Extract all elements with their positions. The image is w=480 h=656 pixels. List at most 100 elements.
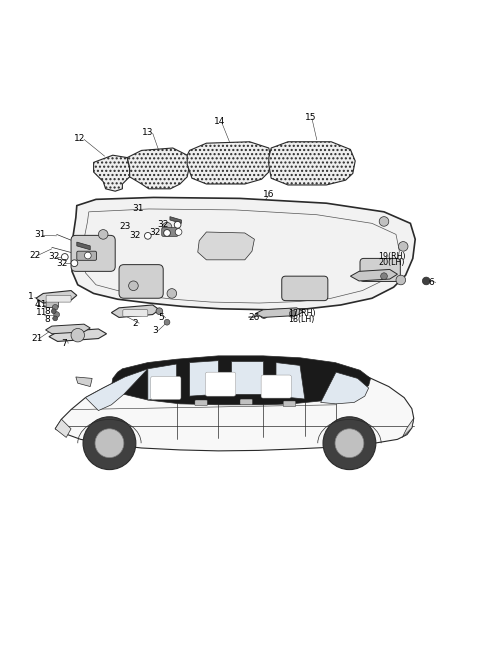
FancyBboxPatch shape [283, 401, 296, 407]
Text: 16: 16 [263, 190, 275, 199]
Text: 11: 11 [36, 300, 48, 310]
Text: 12: 12 [74, 134, 86, 143]
Text: 1: 1 [28, 293, 34, 301]
Text: 18(LH): 18(LH) [288, 315, 314, 324]
Polygon shape [49, 329, 107, 341]
Circle shape [289, 310, 296, 317]
Polygon shape [127, 148, 190, 189]
FancyBboxPatch shape [195, 400, 207, 406]
Circle shape [422, 277, 430, 285]
Circle shape [381, 273, 387, 279]
Circle shape [144, 232, 151, 239]
FancyBboxPatch shape [205, 372, 236, 396]
Circle shape [156, 308, 163, 315]
Text: 8: 8 [44, 315, 50, 324]
Polygon shape [231, 361, 263, 394]
Text: 22: 22 [30, 251, 41, 260]
Circle shape [164, 230, 170, 236]
Polygon shape [321, 372, 369, 404]
FancyBboxPatch shape [77, 251, 96, 260]
FancyBboxPatch shape [119, 264, 163, 298]
Polygon shape [55, 419, 71, 438]
Polygon shape [111, 305, 159, 318]
Polygon shape [55, 361, 414, 451]
Text: 11: 11 [36, 308, 48, 317]
Circle shape [335, 429, 364, 458]
Text: 32: 32 [149, 228, 160, 237]
Circle shape [396, 276, 406, 285]
Polygon shape [269, 142, 355, 185]
Polygon shape [111, 356, 371, 405]
Polygon shape [255, 308, 303, 318]
Circle shape [98, 230, 108, 239]
Polygon shape [94, 155, 130, 191]
Text: 8: 8 [44, 307, 50, 316]
Circle shape [51, 309, 56, 314]
Circle shape [162, 222, 172, 232]
FancyBboxPatch shape [261, 375, 291, 398]
Text: 21: 21 [31, 334, 43, 343]
Text: 13: 13 [142, 128, 153, 136]
Circle shape [164, 319, 170, 325]
Polygon shape [72, 197, 415, 310]
Polygon shape [190, 361, 218, 396]
Text: 2: 2 [132, 319, 138, 328]
Text: 32: 32 [48, 253, 60, 262]
Polygon shape [148, 364, 177, 400]
Text: 15: 15 [305, 113, 316, 122]
Circle shape [83, 417, 136, 470]
Polygon shape [402, 419, 414, 438]
Text: 23: 23 [119, 222, 131, 231]
Circle shape [53, 316, 58, 321]
Text: 19(RH): 19(RH) [378, 253, 406, 262]
FancyBboxPatch shape [71, 236, 115, 272]
FancyBboxPatch shape [46, 301, 59, 308]
FancyBboxPatch shape [360, 258, 400, 281]
Text: 31: 31 [35, 230, 46, 239]
Polygon shape [276, 363, 305, 399]
FancyBboxPatch shape [151, 377, 181, 400]
Circle shape [323, 417, 376, 470]
Polygon shape [187, 142, 271, 184]
Polygon shape [170, 216, 181, 223]
Polygon shape [36, 291, 77, 303]
FancyBboxPatch shape [282, 276, 328, 300]
Text: 32: 32 [130, 232, 141, 240]
Polygon shape [85, 369, 148, 411]
Text: 20(LH): 20(LH) [378, 258, 405, 267]
Text: 3: 3 [153, 326, 158, 335]
Circle shape [174, 222, 181, 228]
Circle shape [54, 312, 60, 318]
Polygon shape [83, 209, 399, 303]
FancyBboxPatch shape [162, 228, 178, 236]
Circle shape [71, 260, 78, 266]
Text: 31: 31 [132, 205, 144, 213]
Circle shape [84, 252, 91, 259]
Polygon shape [46, 324, 90, 334]
Text: 7: 7 [61, 339, 67, 348]
FancyBboxPatch shape [240, 399, 252, 405]
Circle shape [95, 429, 124, 458]
Circle shape [71, 329, 84, 342]
Polygon shape [77, 242, 90, 250]
Text: 14: 14 [214, 117, 225, 126]
Circle shape [260, 311, 268, 318]
Text: 32: 32 [157, 220, 169, 230]
Polygon shape [198, 232, 254, 260]
Circle shape [129, 281, 138, 291]
Circle shape [167, 289, 177, 298]
Polygon shape [350, 270, 397, 281]
Circle shape [52, 304, 58, 310]
Circle shape [379, 216, 389, 226]
FancyBboxPatch shape [46, 295, 71, 302]
Polygon shape [76, 377, 92, 386]
Text: 5: 5 [158, 313, 164, 322]
Text: 6: 6 [428, 278, 434, 287]
Text: 26: 26 [249, 313, 260, 322]
Text: 32: 32 [57, 258, 68, 268]
Text: 4: 4 [35, 300, 40, 310]
Circle shape [61, 254, 68, 260]
Circle shape [175, 229, 182, 236]
FancyBboxPatch shape [123, 310, 148, 316]
Circle shape [398, 241, 408, 251]
